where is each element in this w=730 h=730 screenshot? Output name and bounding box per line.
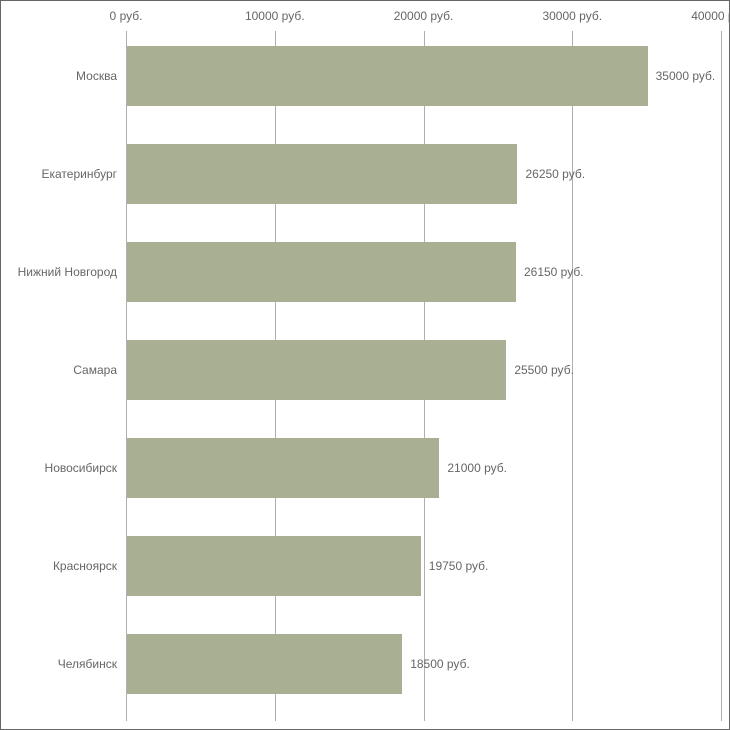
bar-row: 21000 руб. [126,438,721,498]
bar: 19750 руб. [127,536,421,596]
x-tick-label: 30000 руб. [542,9,602,23]
bar-value-label: 26150 руб. [524,265,584,279]
bar-row: 35000 руб. [126,46,721,106]
bar: 26150 руб. [127,242,516,302]
y-category-label: Екатеринбург [42,167,118,181]
bar: 35000 руб. [127,46,648,106]
bar-value-label: 35000 руб. [656,69,716,83]
y-category-label: Самара [73,363,117,377]
y-category-label: Москва [76,69,117,83]
bar-row: 26150 руб. [126,242,721,302]
y-category-label: Красноярск [53,559,117,573]
x-tick-label: 40000 руб. [691,9,730,23]
bars-area: 35000 руб. 26250 руб. 26150 руб. 25500 р… [126,31,721,721]
y-category-label: Нижний Новгород [18,265,117,279]
bar: 26250 руб. [127,144,517,204]
x-tick-label: 20000 руб. [394,9,454,23]
y-category-label: Челябинск [58,657,117,671]
bar-row: 26250 руб. [126,144,721,204]
gridline [721,31,722,721]
bar-value-label: 26250 руб. [525,167,585,181]
bar: 18500 руб. [127,634,402,694]
bar-row: 25500 руб. [126,340,721,400]
bar: 25500 руб. [127,340,506,400]
bar-row: 18500 руб. [126,634,721,694]
bar-value-label: 21000 руб. [447,461,507,475]
bar-value-label: 18500 руб. [410,657,470,671]
bar-row: 19750 руб. [126,536,721,596]
salary-bar-chart: 0 руб. 10000 руб. 20000 руб. 30000 руб. … [0,0,730,730]
x-tick-label: 10000 руб. [245,9,305,23]
x-tick-label: 0 руб. [110,9,143,23]
y-category-label: Новосибирск [45,461,117,475]
bar-value-label: 19750 руб. [429,559,489,573]
bar-value-label: 25500 руб. [514,363,574,377]
bar: 21000 руб. [127,438,439,498]
